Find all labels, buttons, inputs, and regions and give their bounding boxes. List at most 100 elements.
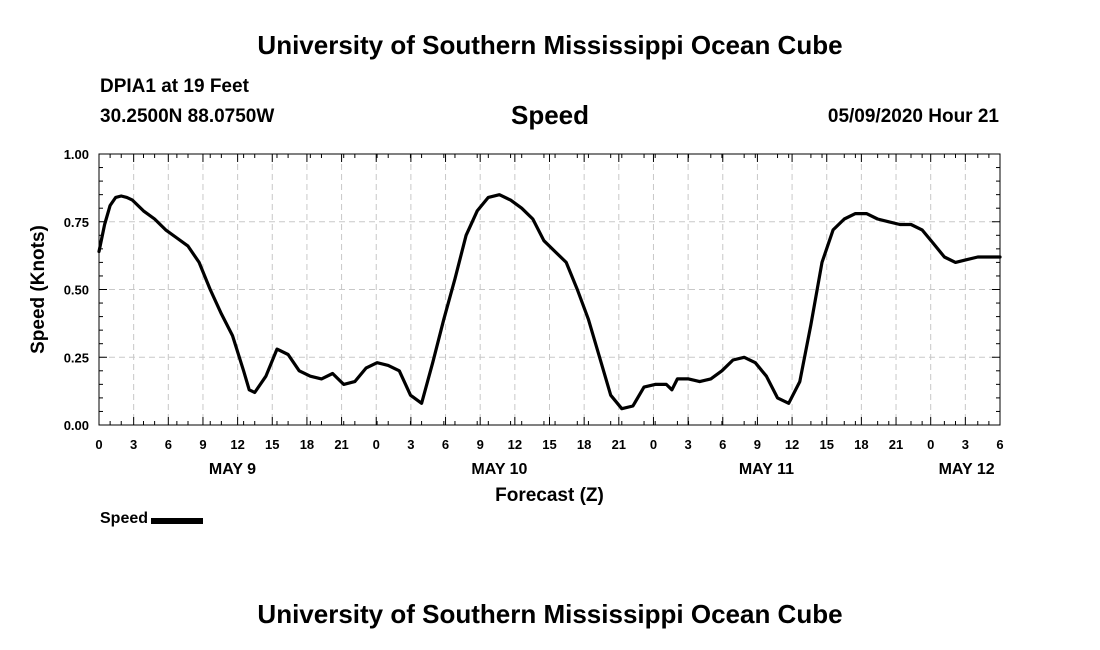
data-point xyxy=(231,334,234,337)
data-point xyxy=(899,223,901,226)
data-point xyxy=(754,361,757,364)
day-label: MAY 9 xyxy=(209,461,256,478)
x-tick-label: 0 xyxy=(927,437,934,452)
x-tick-label: 0 xyxy=(650,437,657,452)
data-point xyxy=(787,402,790,405)
data-point xyxy=(476,210,479,212)
data-point xyxy=(532,218,534,220)
data-point xyxy=(821,261,823,264)
x-tick-label: 6 xyxy=(165,437,172,452)
chart-header-title: University of Southern Mississippi Ocean… xyxy=(257,30,843,60)
x-tick-label: 18 xyxy=(577,437,591,452)
data-point xyxy=(443,318,445,321)
station-label: DPIA1 at 19 Feet xyxy=(100,76,249,97)
data-point xyxy=(977,256,979,258)
data-point xyxy=(309,375,312,378)
day-label: MAY 10 xyxy=(471,461,527,478)
data-point xyxy=(109,204,111,207)
data-point xyxy=(198,261,200,264)
data-point xyxy=(287,353,289,356)
series-layer xyxy=(97,193,1002,411)
data-point xyxy=(98,250,100,253)
data-point xyxy=(921,229,923,231)
x-tick-label: 18 xyxy=(300,437,314,452)
data-point xyxy=(554,250,556,253)
data-point xyxy=(954,261,957,264)
data-point xyxy=(632,405,634,407)
data-point xyxy=(320,378,323,380)
x-tick-label: 3 xyxy=(962,437,969,452)
data-point xyxy=(176,237,178,239)
data-point xyxy=(988,256,990,258)
x-tick-label: 0 xyxy=(373,437,380,452)
legend: Speed xyxy=(100,510,204,528)
data-point xyxy=(676,378,679,380)
data-point xyxy=(687,378,690,380)
data-point xyxy=(387,364,390,367)
x-tick-label: 12 xyxy=(785,437,799,452)
x-tick-label: 3 xyxy=(684,437,691,452)
data-point xyxy=(120,195,122,197)
data-point xyxy=(465,234,467,237)
y-tick-label: 0.50 xyxy=(64,283,89,298)
x-tick-label: 9 xyxy=(754,437,761,452)
x-tick-label: 3 xyxy=(130,437,137,452)
x-tick-label: 18 xyxy=(854,437,868,452)
data-point xyxy=(498,193,501,196)
data-point xyxy=(164,229,167,231)
data-point xyxy=(888,221,890,223)
data-point xyxy=(710,378,712,380)
data-point xyxy=(587,318,590,321)
y-axis-title: Speed (Knots) xyxy=(28,225,49,354)
data-point xyxy=(454,277,456,280)
x-tick-label: 15 xyxy=(819,437,833,452)
x-tick-label: 21 xyxy=(889,437,903,452)
data-point xyxy=(965,258,968,261)
data-point xyxy=(298,370,301,372)
data-point xyxy=(799,380,801,383)
y-tick-label: 0.75 xyxy=(64,215,89,230)
x-tick-label: 21 xyxy=(334,437,348,452)
data-point xyxy=(131,199,134,201)
data-point xyxy=(832,229,834,231)
y-tick-label: 0.00 xyxy=(64,418,89,433)
data-point xyxy=(420,402,423,405)
data-point xyxy=(643,386,645,388)
data-point xyxy=(743,356,745,359)
data-point xyxy=(609,394,612,397)
data-point xyxy=(671,389,673,391)
day-label: MAY 11 xyxy=(739,461,794,478)
data-point xyxy=(487,196,490,199)
plot-frame xyxy=(98,153,1001,426)
data-point xyxy=(376,361,378,364)
x-tick-label: 15 xyxy=(542,437,556,452)
data-point xyxy=(520,207,523,209)
data-point xyxy=(654,383,656,386)
data-point xyxy=(342,383,345,386)
axes xyxy=(98,153,1001,426)
data-point xyxy=(776,397,779,399)
data-point xyxy=(910,223,912,226)
data-point xyxy=(153,218,156,220)
data-point xyxy=(220,313,223,315)
chart-footer-title: University of Southern Mississippi Ocean… xyxy=(257,599,843,629)
data-point xyxy=(398,370,401,372)
data-point xyxy=(509,199,512,201)
x-tick-label: 12 xyxy=(508,437,522,452)
legend-swatch-speed xyxy=(151,518,204,524)
x-tick-label: 15 xyxy=(265,437,279,452)
x-tick-label: 0 xyxy=(95,437,102,452)
data-point xyxy=(943,256,946,258)
data-point xyxy=(103,223,106,226)
data-point xyxy=(276,348,278,350)
data-point xyxy=(354,380,356,383)
data-point xyxy=(114,196,117,199)
data-point xyxy=(865,212,868,215)
data-point xyxy=(765,375,768,378)
chart-title: Speed xyxy=(510,100,590,130)
data-point xyxy=(187,245,189,247)
x-tick-label: 21 xyxy=(612,437,626,452)
data-point xyxy=(142,210,145,212)
x-tick-label: 6 xyxy=(996,437,1003,452)
